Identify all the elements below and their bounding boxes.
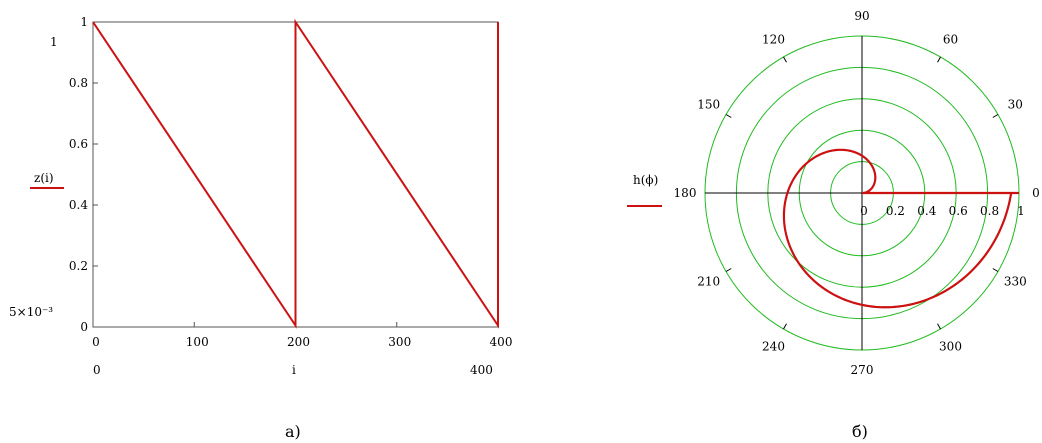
chart-a-y-tick-label: 0 (80, 320, 88, 334)
chart-b-angle-tick (783, 323, 787, 330)
chart-a-y-tick-label: 0.4 (69, 198, 88, 212)
chart-b-angle-label: 90 (854, 9, 869, 23)
chart-a-x-axis-label: i (292, 363, 296, 377)
chart-a-x-tick-label: 200 (287, 335, 310, 349)
chart-a-x-max-label: 400 (470, 363, 493, 377)
chart-b-angle-tick (725, 268, 732, 272)
chart-a-y-tick-label: 0.6 (69, 137, 88, 151)
chart-a-y-max-label: 1 (50, 35, 58, 49)
chart-b-angle-tick (783, 56, 787, 63)
chart-a-caption: а) (285, 422, 301, 441)
chart-b-angle-label: 330 (1004, 275, 1027, 289)
chart-b-angle-tick (725, 114, 732, 118)
chart-b-angle-tick (937, 323, 941, 330)
chart-b-radius-label: 0.8 (980, 204, 999, 218)
chart-b-angle-label: 30 (1008, 98, 1023, 112)
chart-b-radius-label: 1 (1017, 204, 1025, 218)
chart-b-angle-tick (992, 268, 999, 272)
chart-a-y-ticks: 0 0.2 0.4 0.6 0.8 1 (69, 15, 98, 334)
chart-a-series-line (92, 18, 499, 329)
chart-a-x-ticks: 0 100 200 300 400 (92, 322, 512, 349)
chart-b-angle-label: 270 (851, 363, 874, 377)
chart-a-y-min-label: 5×10⁻³ (9, 305, 53, 319)
chart-a: 0 0.2 0.4 0.6 0.8 1 0 100 200 300 400 1 5×10⁻³ 0 … (9, 15, 512, 441)
chart-b-radius-label: 0.2 (886, 204, 905, 218)
chart-a-y-tick-label: 0.2 (69, 259, 88, 273)
chart-a-x-tick-label: 100 (186, 335, 209, 349)
chart-b-angle-label: 0 (1032, 186, 1040, 200)
chart-b-angle-label: 300 (939, 339, 962, 353)
chart-b-angle-tick (937, 56, 941, 63)
chart-b-angle-tick (992, 114, 999, 118)
chart-b-caption: б) (852, 422, 868, 441)
chart-b-y-axis-label: h(ϕ) (633, 173, 658, 187)
chart-b-radius-label: 0.4 (917, 204, 936, 218)
chart-b-radius-labels: 0 0.2 0.4 0.6 0.8 1 (860, 204, 1025, 218)
chart-a-y-tick-label: 1 (80, 15, 88, 29)
chart-b-radius-label: 0.6 (949, 204, 968, 218)
chart-a-y-axis-label: z(i) (34, 171, 54, 185)
chart-b-series-spiral (782, 148, 1020, 309)
chart-b-angle-label: 180 (674, 186, 697, 200)
chart-b-angle-label: 150 (697, 98, 720, 112)
chart-b-radius-label: 0 (860, 204, 868, 218)
chart-a-x-min-label: 0 (93, 363, 101, 377)
chart-a-x-tick-label: 400 (490, 335, 513, 349)
chart-a-y-tick-label: 0.8 (69, 76, 88, 90)
chart-a-x-tick-label: 0 (92, 335, 100, 349)
chart-b-angle-label: 120 (762, 33, 785, 47)
chart-b-angle-label: 210 (697, 275, 720, 289)
chart-b-angle-label: 240 (762, 339, 785, 353)
chart-a-x-tick-label: 300 (388, 335, 411, 349)
chart-b-angle-label: 60 (943, 33, 958, 47)
